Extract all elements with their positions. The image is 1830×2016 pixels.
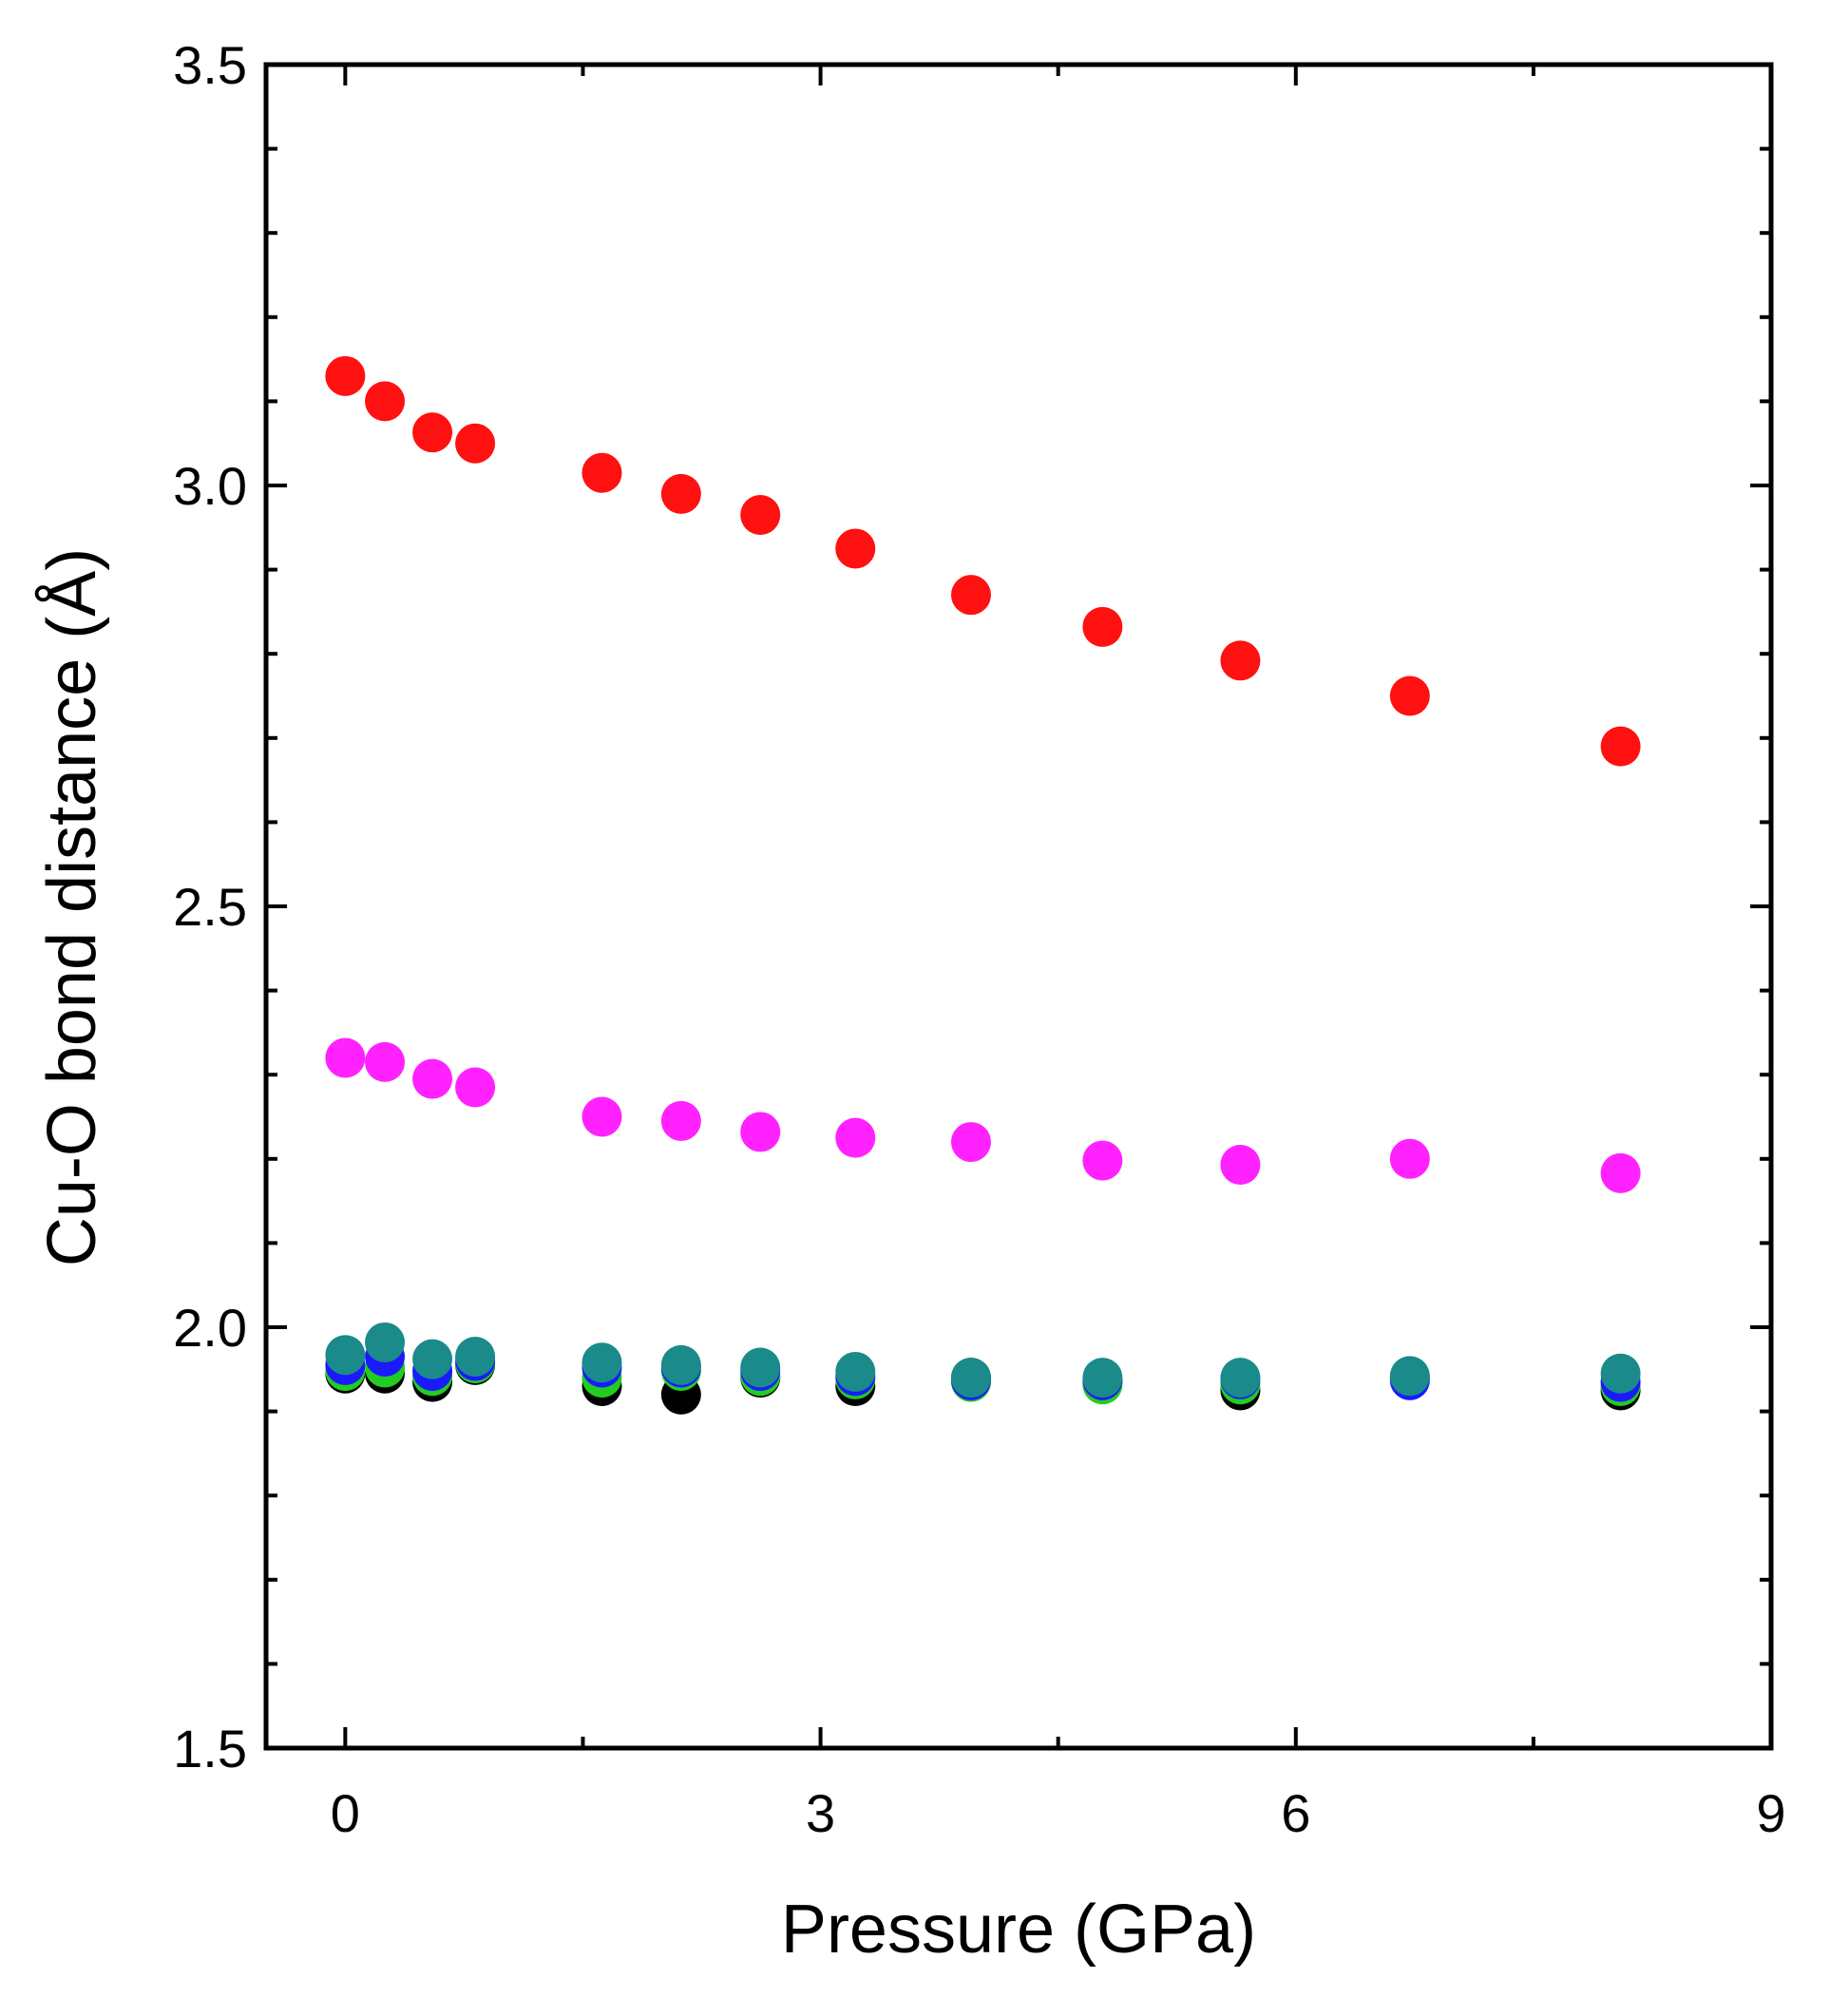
data-point-magenta bbox=[950, 1122, 991, 1163]
y-tick-label: 3.5 bbox=[173, 35, 247, 95]
y-tick-label: 3.0 bbox=[173, 456, 247, 516]
data-point-teal bbox=[1220, 1358, 1261, 1398]
data-point-magenta bbox=[1220, 1145, 1261, 1186]
data-point-magenta bbox=[581, 1096, 622, 1137]
data-point-teal bbox=[1600, 1353, 1641, 1394]
data-point-teal bbox=[1389, 1356, 1430, 1397]
data-point-teal bbox=[325, 1335, 366, 1376]
data-point-magenta bbox=[1600, 1152, 1641, 1193]
ticks-layer bbox=[266, 63, 1773, 1750]
data-point-teal bbox=[365, 1322, 406, 1362]
data-point-magenta bbox=[412, 1058, 453, 1099]
series-teal bbox=[325, 1322, 1641, 1398]
data-point-red bbox=[1082, 606, 1123, 647]
data-point-red bbox=[412, 412, 453, 453]
x-tick-label: 0 bbox=[331, 1783, 360, 1843]
data-point-magenta bbox=[365, 1041, 406, 1082]
x-tick-label: 9 bbox=[1756, 1783, 1785, 1843]
data-point-magenta bbox=[740, 1112, 781, 1152]
y-tick-label: 2.5 bbox=[173, 877, 247, 937]
series-red bbox=[325, 355, 1641, 767]
y-tick-label: 1.5 bbox=[173, 1719, 247, 1778]
x-tick-label: 6 bbox=[1281, 1783, 1310, 1843]
data-point-red bbox=[950, 575, 991, 616]
y-axis-title: Cu-O bond distance (Å) bbox=[34, 548, 110, 1266]
data-point-red bbox=[455, 423, 496, 464]
data-point-magenta bbox=[325, 1037, 366, 1078]
plot-frame bbox=[263, 62, 1774, 1751]
x-tick-label: 3 bbox=[806, 1783, 835, 1843]
x-tick-labels: 0 3 6 9 bbox=[331, 1783, 1786, 1843]
data-point-teal bbox=[835, 1351, 876, 1392]
series-magenta bbox=[325, 1037, 1641, 1193]
data-point-magenta bbox=[455, 1067, 496, 1108]
data-point-teal bbox=[455, 1337, 496, 1378]
data-point-red bbox=[325, 355, 366, 396]
points-layer bbox=[325, 355, 1641, 1415]
data-point-magenta bbox=[835, 1117, 876, 1158]
data-point-red bbox=[581, 452, 622, 493]
y-tick-labels: 1.5 2.0 2.5 3.0 3.5 bbox=[173, 35, 247, 1778]
data-point-teal bbox=[660, 1344, 701, 1385]
data-point-magenta bbox=[660, 1100, 701, 1141]
y-tick-label: 2.0 bbox=[173, 1298, 247, 1358]
data-point-teal bbox=[581, 1342, 622, 1383]
data-point-teal bbox=[950, 1358, 991, 1398]
data-point-magenta bbox=[1389, 1138, 1430, 1179]
data-point-red bbox=[660, 473, 701, 514]
data-point-red bbox=[1600, 726, 1641, 767]
data-point-teal bbox=[1082, 1358, 1123, 1398]
data-point-teal bbox=[412, 1339, 453, 1379]
data-point-red bbox=[365, 381, 406, 422]
data-point-magenta bbox=[1082, 1140, 1123, 1181]
data-point-teal bbox=[740, 1347, 781, 1388]
data-point-red bbox=[835, 528, 876, 569]
data-point-red bbox=[740, 495, 781, 536]
x-axis-title: Pressure (GPa) bbox=[781, 1892, 1256, 1968]
data-point-red bbox=[1220, 640, 1261, 681]
data-point-red bbox=[1389, 675, 1430, 716]
